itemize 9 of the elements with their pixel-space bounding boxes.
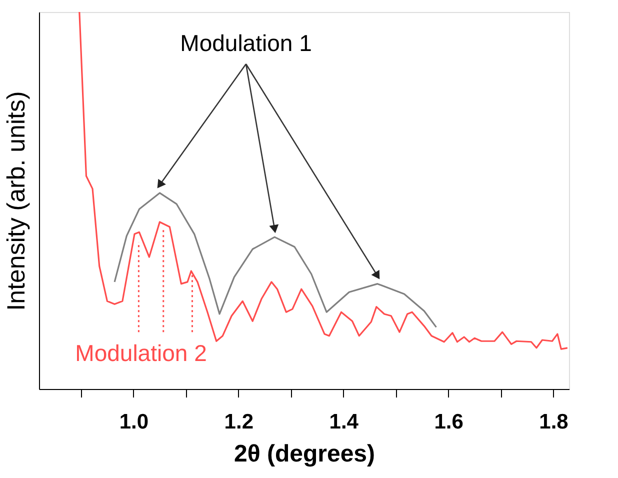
x-tick-label: 1.2 <box>224 410 254 434</box>
x-tick-label: 1.8 <box>539 410 569 434</box>
annotation: Modulation 1 <box>180 30 312 56</box>
x-tick-label: 1.0 <box>119 410 149 434</box>
x-axis-title: 2θ (degrees) <box>234 440 376 468</box>
x-tick-label: 1.6 <box>434 410 464 434</box>
y-axis-title: Intensity (arb. units) <box>2 91 30 311</box>
annotation: Modulation 2 <box>75 340 207 366</box>
x-tick-label: 1.4 <box>329 410 359 434</box>
